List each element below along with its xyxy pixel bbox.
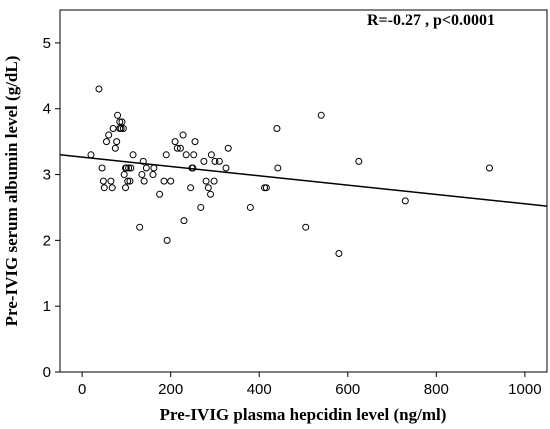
data-point (162, 151, 170, 159)
data-point (122, 164, 130, 172)
x-tick-label: 600 (335, 381, 360, 398)
data-point (180, 217, 188, 225)
x-tick-label: 400 (247, 381, 272, 398)
data-point (98, 164, 106, 172)
data-point (140, 177, 148, 185)
data-point (126, 177, 134, 185)
x-tick-label: 200 (158, 381, 183, 398)
data-point (204, 184, 212, 192)
data-point (113, 138, 121, 146)
data-point (125, 164, 133, 172)
y-tick-label: 5 (43, 35, 51, 52)
data-point (167, 177, 175, 185)
y-tick-label: 3 (43, 167, 51, 184)
data-point (207, 190, 215, 198)
data-point (122, 184, 130, 192)
y-tick-label: 2 (43, 232, 51, 249)
data-point (187, 184, 195, 192)
data-point (136, 223, 144, 231)
data-point (142, 164, 150, 172)
y-tick-label: 0 (43, 364, 51, 381)
data-point (317, 111, 325, 119)
data-point (401, 197, 409, 205)
data-point (129, 151, 137, 159)
data-point (273, 124, 281, 132)
data-point (109, 124, 117, 132)
y-axis: 0 1 2 3 4 5 (43, 35, 60, 381)
data-point (202, 177, 210, 185)
data-point (107, 177, 115, 185)
data-point (160, 177, 168, 185)
data-point (224, 144, 232, 152)
data-point (111, 144, 119, 152)
x-tick-label: 1000 (508, 381, 541, 398)
data-point (87, 151, 95, 159)
data-point (222, 164, 230, 172)
data-point (127, 164, 135, 172)
data-point (302, 223, 310, 231)
x-tick-label: 0 (78, 381, 86, 398)
data-point (102, 138, 110, 146)
data-point (139, 157, 147, 165)
y-tick-label: 4 (43, 101, 51, 118)
data-point (274, 164, 282, 172)
data-point (207, 151, 215, 159)
correlation-annotation: R=-0.27 , p<0.0001 (367, 12, 495, 29)
y-tick-label: 1 (43, 298, 51, 315)
data-point (211, 157, 219, 165)
data-point (116, 118, 124, 126)
data-point (138, 171, 146, 179)
data-point (173, 144, 181, 152)
data-point (171, 138, 179, 146)
data-point (200, 157, 208, 165)
data-point (124, 177, 132, 185)
regression-line (59, 154, 548, 207)
data-point (210, 177, 218, 185)
data-point (118, 118, 126, 126)
data-point (105, 131, 113, 139)
data-point (176, 144, 184, 152)
data-point (120, 171, 128, 179)
data-point (100, 184, 108, 192)
data-point (108, 184, 116, 192)
data-point (99, 177, 107, 185)
plot-frame (59, 9, 548, 373)
x-axis: 0 200 400 600 800 1000 (78, 372, 542, 398)
data-point (190, 151, 198, 159)
data-point (246, 203, 254, 211)
data-point (119, 124, 127, 132)
data-point (335, 250, 343, 258)
data-points (87, 85, 493, 258)
data-point (355, 157, 363, 165)
data-point (179, 131, 187, 139)
data-point (215, 157, 223, 165)
data-point (156, 190, 164, 198)
data-point (197, 203, 205, 211)
data-point (262, 184, 270, 192)
x-tick-label: 800 (424, 381, 449, 398)
data-point (485, 164, 493, 172)
data-point (149, 171, 157, 179)
data-point (114, 111, 122, 119)
data-point (117, 124, 125, 132)
x-axis-title: Pre-IVIG plasma hepcidin level (ng/ml) (160, 405, 447, 424)
data-point (191, 138, 199, 146)
data-point (150, 164, 158, 172)
y-axis-title: Pre-IVIG serum albumin level (g/dL) (2, 56, 21, 327)
data-point (182, 151, 190, 159)
data-point (163, 236, 171, 244)
data-point (95, 85, 103, 93)
